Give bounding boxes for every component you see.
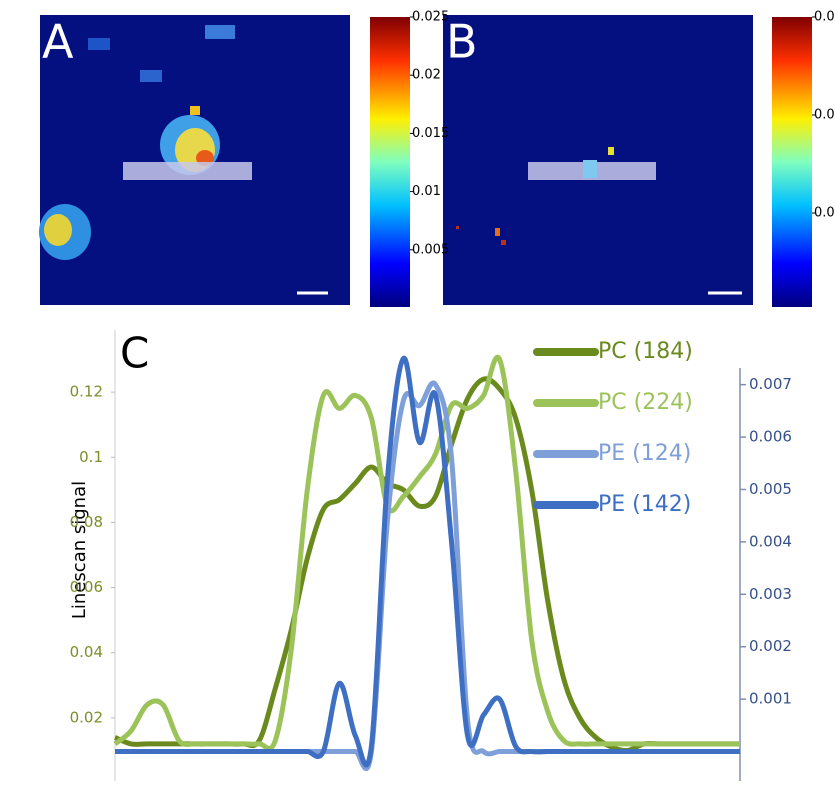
- colorbar-a: [370, 17, 410, 307]
- y-axis-label: Linescan signal: [69, 481, 90, 619]
- linescan-band: [123, 162, 252, 180]
- legend-label: PC (224): [598, 390, 693, 415]
- colorbar-tick-label: 0.002: [814, 108, 835, 123]
- y2-tick-label: 0.002: [749, 637, 792, 655]
- legend-label: PC (184): [598, 339, 693, 364]
- y2-tick-label: 0.003: [749, 585, 792, 603]
- colorbar-tick-label: 0.015: [412, 126, 449, 141]
- y2-tick-label: 0.004: [749, 532, 792, 550]
- blob: [88, 38, 110, 50]
- series-line: [114, 355, 740, 768]
- blob: [190, 106, 200, 115]
- colorbar-b: [772, 17, 812, 307]
- y-tick-label: 0.04: [70, 643, 103, 661]
- panel-label: B: [446, 15, 478, 69]
- heatmap-a: A: [39, 15, 350, 305]
- y-tick-label: 0.02: [70, 708, 103, 726]
- colorbar-tick-label: 0.02: [412, 68, 441, 83]
- colorbar-tick-label: 0.005: [412, 242, 449, 257]
- colorbar-tick-label: 0.003: [814, 10, 835, 25]
- y-tick-label: 0.1: [79, 448, 103, 466]
- y2-tick-label: 0.005: [749, 480, 792, 498]
- y2-tick-label: 0.001: [749, 690, 792, 708]
- series-line: [113, 354, 740, 751]
- legend-label: PE (142): [598, 492, 691, 517]
- blob: [44, 214, 72, 246]
- blob: [456, 226, 459, 229]
- panel-label: C: [120, 329, 149, 378]
- colorbar-tick-label: 0.025: [412, 10, 449, 25]
- colorbar-tick-label: 0.001: [814, 206, 835, 221]
- blob: [608, 147, 614, 155]
- y2-tick-label: 0.007: [749, 375, 792, 393]
- blob: [501, 240, 506, 245]
- y-tick-label: 0.08: [70, 513, 103, 531]
- heatmap-b: B: [443, 15, 753, 305]
- blob: [495, 228, 500, 236]
- colorbar-tick-label: 0.01: [412, 184, 441, 199]
- y-tick-label: 0.06: [70, 578, 103, 596]
- y-tick-label: 0.12: [70, 383, 103, 401]
- blob: [205, 25, 235, 39]
- panel-label: A: [42, 15, 74, 69]
- y2-tick-label: 0.006: [749, 428, 792, 446]
- heatmap-background: [443, 15, 753, 305]
- legend-label: PE (124): [598, 441, 691, 466]
- blob: [583, 160, 597, 178]
- series-line: [113, 376, 740, 754]
- blob: [140, 70, 162, 82]
